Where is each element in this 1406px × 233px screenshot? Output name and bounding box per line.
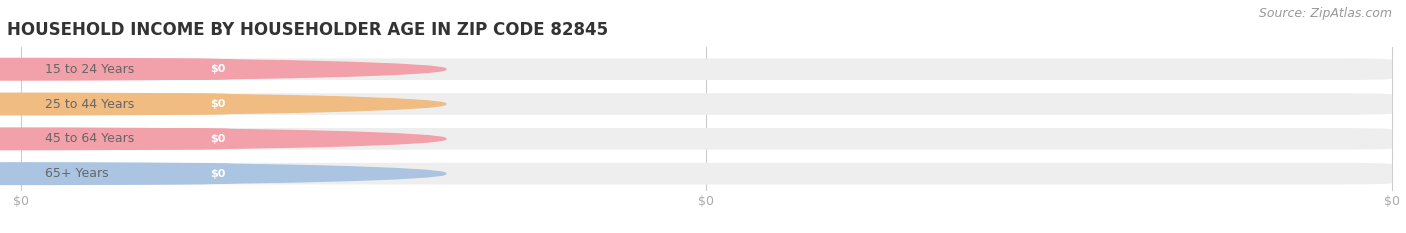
Text: 25 to 44 Years: 25 to 44 Years [45,98,135,110]
Text: $0: $0 [209,99,225,109]
Text: 45 to 64 Years: 45 to 64 Years [45,132,135,145]
FancyBboxPatch shape [21,58,233,80]
Circle shape [0,163,446,185]
FancyBboxPatch shape [21,93,233,115]
Circle shape [0,58,446,80]
Text: Source: ZipAtlas.com: Source: ZipAtlas.com [1258,7,1392,20]
Text: $0: $0 [209,169,225,179]
FancyBboxPatch shape [21,163,233,185]
Circle shape [0,93,446,115]
Text: 65+ Years: 65+ Years [45,167,110,180]
Text: HOUSEHOLD INCOME BY HOUSEHOLDER AGE IN ZIP CODE 82845: HOUSEHOLD INCOME BY HOUSEHOLDER AGE IN Z… [7,21,609,39]
Text: $0: $0 [209,134,225,144]
Text: $0: $0 [209,64,225,74]
Text: 15 to 24 Years: 15 to 24 Years [45,63,135,76]
FancyBboxPatch shape [21,163,1392,185]
Circle shape [0,128,446,150]
FancyBboxPatch shape [21,128,1392,150]
FancyBboxPatch shape [21,128,233,150]
FancyBboxPatch shape [21,93,1392,115]
FancyBboxPatch shape [21,58,1392,80]
